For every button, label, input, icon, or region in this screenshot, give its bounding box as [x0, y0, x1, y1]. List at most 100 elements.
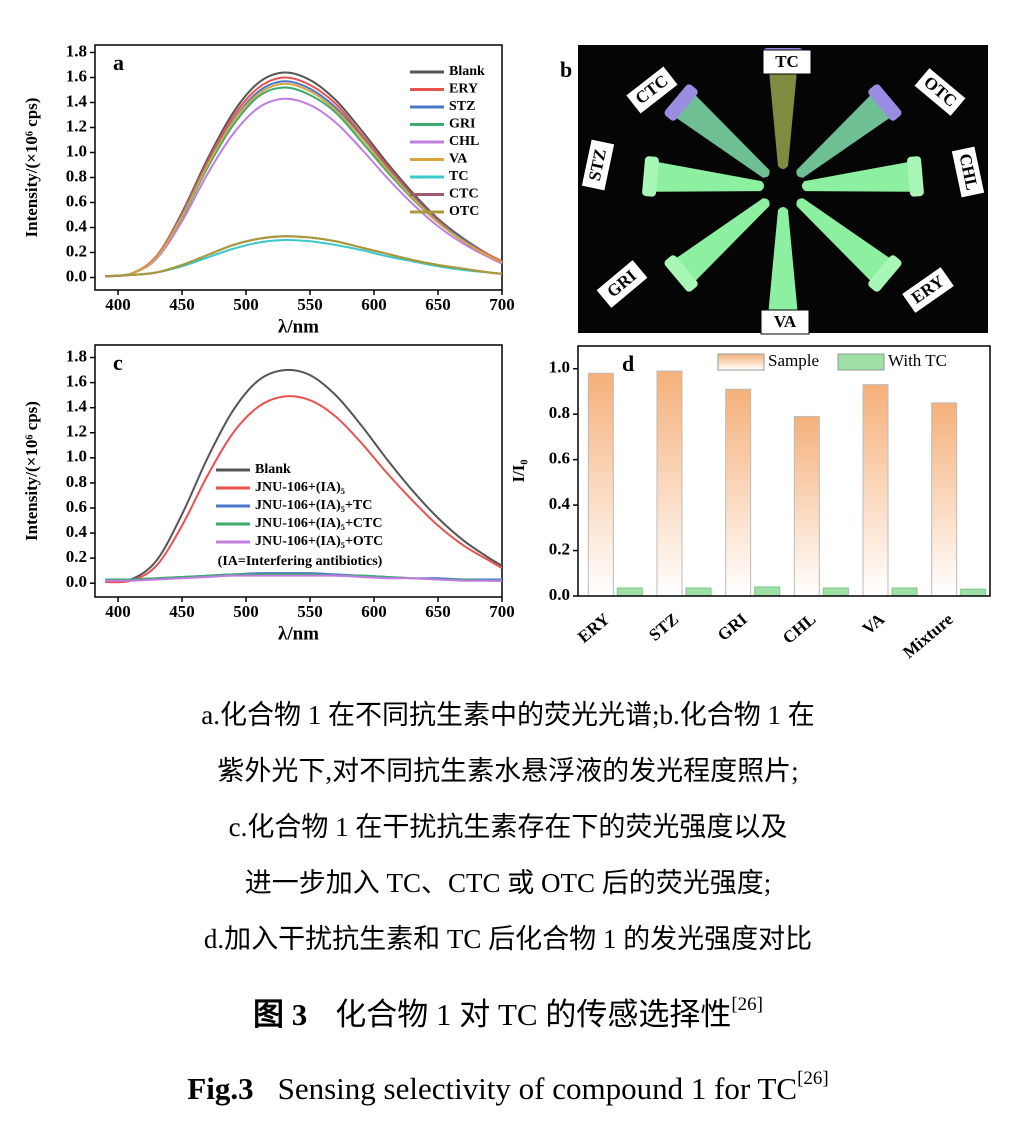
y-tick-label: 1.0 — [549, 358, 570, 377]
label-box — [950, 145, 986, 199]
caption-line: d.加入干扰抗生素和 TC 后化合物 1 的发光强度对比 — [204, 924, 812, 954]
x-tick-label: 700 — [489, 295, 515, 314]
bar — [754, 586, 781, 597]
photo — [578, 45, 988, 333]
panel-letter: c — [113, 350, 123, 375]
y-tick-label: 0.8 — [549, 403, 570, 422]
tube-cap — [642, 156, 659, 197]
legend-label: JNU-106+(IA)₅+TC — [255, 498, 372, 513]
y-tick-label: 0.2 — [66, 241, 87, 260]
legend-label: JNU-106+(IA)₅+CTC — [255, 516, 382, 531]
y-tick-label: 1.2 — [66, 116, 87, 135]
legend-label: Blank — [255, 462, 291, 477]
tube-cap — [907, 156, 924, 197]
figure-title: Sensing selectivity of compound 1 for TC — [278, 1071, 797, 1106]
y-axis-label: Intensity/(×10⁶ cps) — [22, 98, 41, 238]
y-tick-label: 0.8 — [66, 166, 87, 185]
y-tick-label: 0.6 — [549, 449, 570, 468]
x-tick-label: 600 — [361, 295, 387, 314]
tube-cap — [664, 84, 698, 121]
series-line — [105, 97, 503, 278]
tube-body — [768, 60, 798, 169]
tube-body — [768, 207, 798, 316]
tube — [796, 198, 902, 292]
label-text: VA — [774, 312, 797, 331]
series-line — [105, 82, 503, 278]
legend-label: CHL — [449, 134, 479, 149]
figure-ref: [26] — [797, 1068, 829, 1089]
x-tick-label: CHL — [779, 610, 819, 648]
caption: a.化合物 1 在不同抗生素中的荧光光谱;b.化合物 1 在 紫外光下,对不同抗… — [187, 700, 828, 1106]
tube-body — [796, 198, 891, 282]
legend-label: JNU-106+(IA)₅ — [255, 480, 345, 495]
panel-letter: d — [622, 351, 634, 376]
annotation: (IA=Interfering antibiotics) — [218, 554, 383, 569]
bar — [862, 384, 889, 597]
x-tick-label: 400 — [105, 295, 131, 314]
legend-label: Sample — [768, 351, 819, 370]
x-tick-label: GRI — [714, 609, 751, 644]
legend-swatch — [837, 353, 885, 371]
plot-frame — [94, 344, 503, 598]
legend-label: CTC — [449, 187, 479, 202]
y-tick-label: 0.4 — [549, 494, 571, 513]
x-tick-label: 450 — [169, 602, 195, 621]
y-tick-label: 1.0 — [66, 141, 87, 160]
x-tick-label: 700 — [489, 602, 515, 621]
label-box — [595, 258, 649, 310]
x-tick-label: STZ — [645, 610, 682, 645]
figure-label: 图 3 — [253, 997, 307, 1032]
tube — [642, 156, 765, 197]
bar — [725, 388, 752, 597]
photo-label: VA — [760, 309, 810, 335]
tube — [664, 198, 770, 292]
y-tick-label: 1.8 — [66, 41, 87, 60]
x-tick-label: ERY — [574, 610, 613, 647]
legend-label: With TC — [888, 351, 947, 370]
label-box — [900, 265, 956, 315]
x-tick-label: Mixture — [899, 609, 957, 662]
legend-label: STZ — [449, 99, 475, 114]
legend-label: TC — [449, 169, 468, 184]
bar — [960, 588, 987, 597]
bar — [685, 587, 712, 597]
legend-swatch — [717, 353, 765, 371]
x-tick-label: 500 — [233, 295, 259, 314]
label-box — [913, 66, 967, 118]
x-tick-label: VA — [859, 609, 889, 638]
label-box — [762, 49, 812, 75]
y-axis-label: Intensity/(×10⁶ cps) — [22, 401, 41, 541]
tube-body — [675, 198, 770, 282]
series-line — [105, 368, 503, 583]
caption-line: c.化合物 1 在干扰抗生素存在下的荧光强度以及 — [229, 812, 788, 842]
figure-label: Fig.3 — [187, 1071, 253, 1106]
x-tick-label: 650 — [425, 295, 451, 314]
x-tick-label: 650 — [425, 602, 451, 621]
y-tick-label: 1.6 — [66, 372, 87, 391]
photo-label: STZ — [580, 138, 616, 192]
tube-body — [801, 161, 912, 192]
tube-cap — [868, 255, 902, 292]
x-axis-label: λ/nm — [278, 316, 319, 337]
y-tick-label: 0.6 — [66, 497, 87, 516]
series-line — [105, 574, 502, 582]
y-tick-label: 1.4 — [66, 397, 88, 416]
tube-body — [675, 94, 770, 178]
figure-title-zh: 图 3 化合物 1 对 TC 的传感选择性[26] — [253, 994, 763, 1032]
x-tick-label: 600 — [361, 602, 387, 621]
legend-label: JNU-106+(IA)₅+OTC — [255, 534, 383, 549]
label-text: TC — [775, 52, 799, 71]
label-box — [624, 65, 680, 115]
y-tick-label: 0.2 — [66, 547, 87, 566]
tube — [664, 84, 770, 178]
tube-body — [654, 161, 765, 192]
bar — [931, 402, 958, 597]
photo-label: TC — [762, 49, 812, 75]
legend-label: VA — [449, 152, 468, 167]
plot-frame — [94, 44, 503, 291]
y-tick-label: 0.4 — [66, 216, 88, 235]
caption-line: a.化合物 1 在不同抗生素中的荧光光谱;b.化合物 1 在 — [201, 700, 815, 730]
x-tick-label: 400 — [105, 602, 131, 621]
panel-letter: a — [113, 50, 124, 75]
